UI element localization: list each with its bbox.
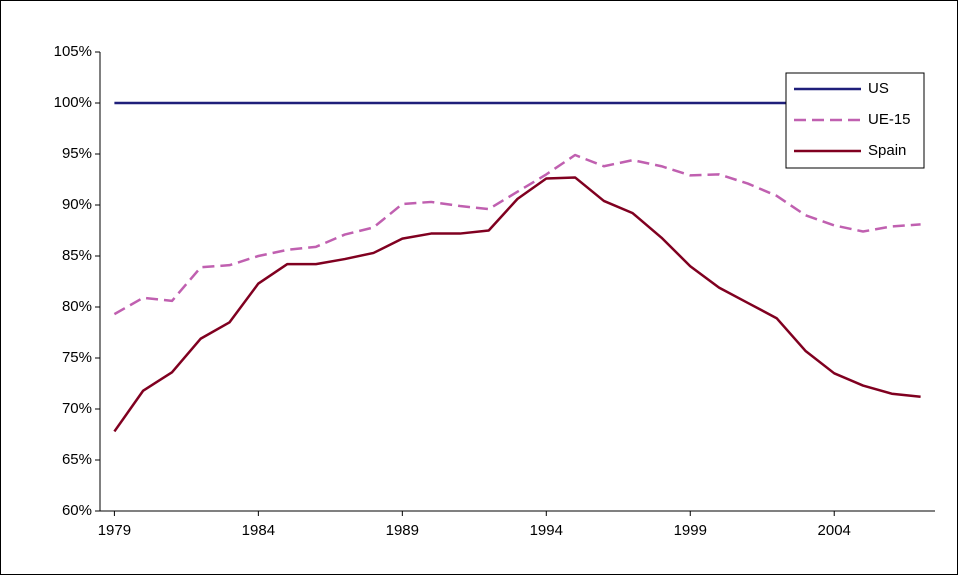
legend-label: UE-15 xyxy=(868,111,911,128)
x-tick-label: 2004 xyxy=(818,522,851,539)
y-tick-label: 95% xyxy=(62,145,92,162)
legend: US UE-15 Spain xyxy=(785,72,925,169)
y-tick-label: 100% xyxy=(54,94,92,111)
series-line xyxy=(113,176,921,433)
series-line xyxy=(113,153,921,316)
y-tick-label: 90% xyxy=(62,196,92,213)
y-tick-label: 70% xyxy=(62,400,92,417)
legend-label: Spain xyxy=(868,142,906,159)
y-tick-label: 60% xyxy=(62,502,92,519)
x-tick-label: 1999 xyxy=(674,522,707,539)
x-tick-label: 1994 xyxy=(530,522,563,539)
x-tick-label: 1979 xyxy=(98,522,131,539)
legend-label: US xyxy=(868,80,889,97)
y-tick-label: 80% xyxy=(62,298,92,315)
x-tick-label: 1989 xyxy=(386,522,419,539)
y-tick-label: 65% xyxy=(62,451,92,468)
y-tick-label: 85% xyxy=(62,247,92,264)
y-tick-label: 75% xyxy=(62,349,92,366)
x-tick-label: 1984 xyxy=(242,522,275,539)
y-tick-label: 105% xyxy=(54,43,92,60)
